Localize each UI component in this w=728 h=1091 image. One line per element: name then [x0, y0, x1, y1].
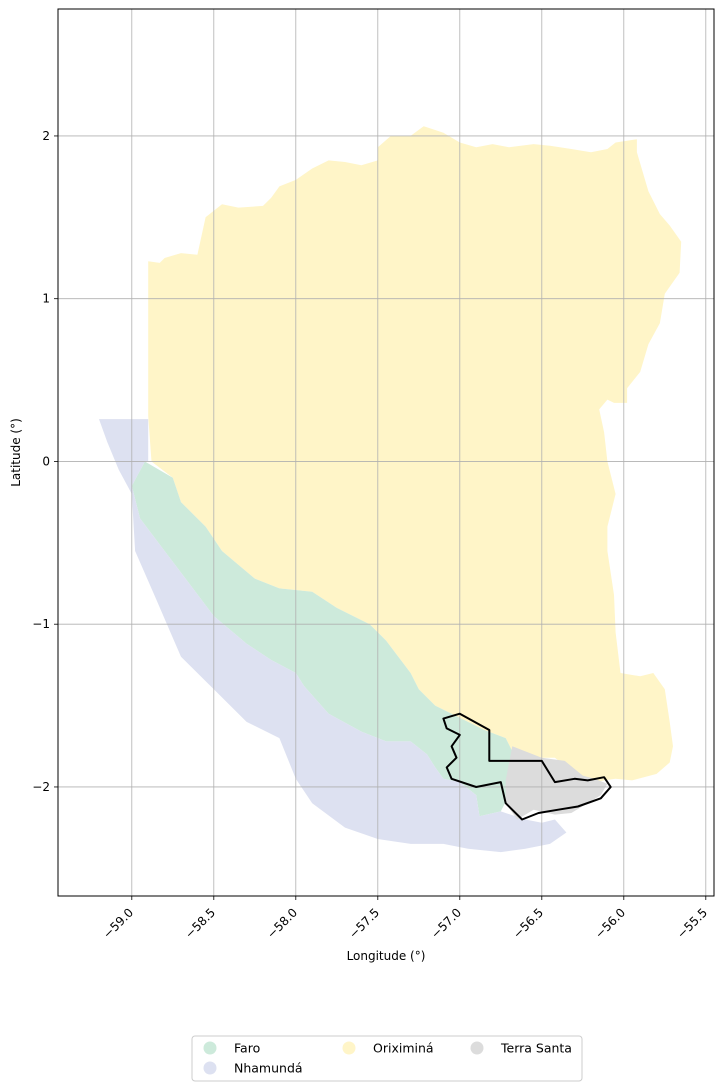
y-tick-label: −2	[32, 780, 50, 794]
legend-label-faro: Faro	[234, 1041, 260, 1056]
x-tick-label: −57.0	[428, 905, 464, 941]
y-tick-label: −1	[32, 617, 50, 631]
x-tick-label: −57.5	[346, 905, 382, 941]
legend-marker-terra-santa	[470, 1041, 484, 1055]
legend-label-oriximina: Oriximiná	[373, 1041, 434, 1056]
legend-marker-oriximina	[342, 1041, 356, 1055]
region-terra-santa	[505, 746, 608, 820]
x-tick-label: −58.5	[182, 905, 218, 941]
legend-marker-faro	[203, 1041, 217, 1055]
y-tick-label: 2	[42, 129, 50, 143]
x-tick-label: −56.5	[510, 905, 546, 941]
y-tick-label: 0	[42, 454, 50, 468]
legend-marker-nhamunda	[203, 1061, 217, 1075]
regions-layer	[99, 126, 682, 853]
x-tick-label: −55.5	[674, 905, 710, 941]
x-axis-label: Longitude (°)	[347, 949, 426, 963]
highlighted-region-outline	[442, 712, 612, 821]
legend: Faro Oriximiná Terra Santa Nhamundá	[191, 1035, 583, 1082]
legend-label-nhamunda: Nhamundá	[234, 1061, 303, 1076]
x-tick-label: −56.0	[592, 905, 628, 941]
y-axis-ticks: −2 −1 0 1 2	[32, 129, 58, 794]
legend-label-terra-santa: Terra Santa	[500, 1041, 572, 1056]
y-axis-label: Latitude (°)	[9, 418, 23, 487]
region-nhamunda	[99, 419, 567, 853]
outline-layer	[442, 712, 612, 821]
x-tick-label: −58.0	[264, 905, 300, 941]
grid-layer	[58, 9, 714, 896]
legend-items: Faro Oriximiná Terra Santa Nhamundá	[203, 1041, 572, 1076]
y-tick-label: 1	[42, 292, 50, 306]
x-axis-ticks: −59.0 −58.5 −58.0 −57.5 −57.0 −56.5 −56.0 −55.5	[100, 896, 710, 941]
legend-box	[191, 1035, 583, 1082]
x-tick-label: −59.0	[100, 905, 136, 941]
region-faro	[131, 461, 518, 817]
region-oriximina	[148, 126, 682, 784]
plot-frame	[57, 8, 715, 897]
